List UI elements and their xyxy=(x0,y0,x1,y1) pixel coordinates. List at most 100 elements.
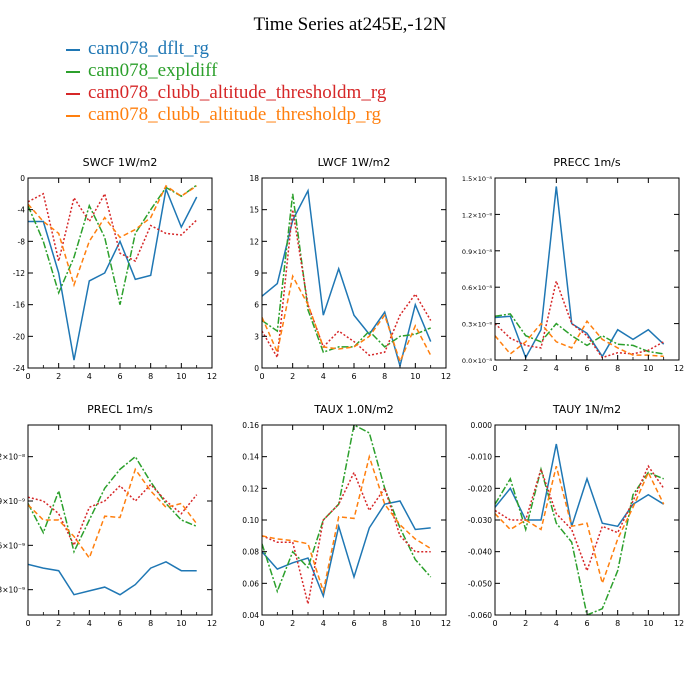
x-tick-label: 6 xyxy=(584,619,589,628)
y-tick-label: 6×10⁻⁹ xyxy=(0,541,25,550)
x-tick-label: 8 xyxy=(382,372,387,381)
figure-title: Time Series at245E,-12N xyxy=(253,14,447,35)
x-tick-label: 4 xyxy=(554,619,559,628)
y-tick-label: 0.16 xyxy=(242,421,259,430)
series-line xyxy=(495,464,665,573)
series-group xyxy=(495,186,665,360)
series-line xyxy=(495,186,665,360)
y-tick-label: 12 xyxy=(249,237,259,246)
y-tick-label: 3 xyxy=(254,332,259,341)
x-tick-label: 10 xyxy=(643,364,653,373)
legend-swatch xyxy=(66,92,80,95)
panel-title: PRECC 1m/s xyxy=(553,156,621,169)
chart-panel: SWCF 1W/m2 0 2 4 6 8 10 12 -24 -20 -16 -12 -8 -4 0 xyxy=(13,156,217,381)
x-tick-label: 8 xyxy=(615,619,620,628)
legend-item: cam078_clubb_altitude_thresholdm_rg xyxy=(66,82,386,104)
y-tick-label: -16 xyxy=(13,301,25,310)
series-group xyxy=(262,425,432,605)
series-line xyxy=(28,184,198,305)
y-tick-label: 9 xyxy=(254,269,259,278)
y-tick-label: -0.020 xyxy=(468,484,492,493)
y-tick-label: 0.04 xyxy=(242,611,259,620)
x-tick-label: 0 xyxy=(259,619,264,628)
y-tick-label: 0.10 xyxy=(242,516,259,525)
y-tick-label: -0.040 xyxy=(468,548,492,557)
series-line xyxy=(262,500,431,599)
y-tick-label: 0.06 xyxy=(242,579,259,588)
plot-frame xyxy=(27,177,213,369)
x-tick-label: 12 xyxy=(441,619,451,628)
series-group xyxy=(28,184,198,361)
x-tick-label: 6 xyxy=(117,372,122,381)
y-tick-label: 0.9×10⁻⁸ xyxy=(462,248,492,256)
panel-title: TAUY 1N/m2 xyxy=(552,403,621,416)
y-tick-label: -0.060 xyxy=(468,611,492,620)
y-tick-label: 3×10⁻⁹ xyxy=(0,586,25,595)
x-tick-label: 0 xyxy=(25,619,30,628)
series-line xyxy=(28,186,198,361)
x-tick-label: 12 xyxy=(441,372,451,381)
legend-label: cam078_expldiff xyxy=(88,60,218,81)
x-tick-label: 2 xyxy=(523,619,528,628)
chart-panel: LWCF 1W/m2 0 2 4 6 8 10 12 0 3 6 9 12 15 18 xyxy=(249,156,451,381)
x-tick-label: 6 xyxy=(351,619,356,628)
series-line xyxy=(28,467,198,560)
y-tick-label: -4 xyxy=(18,206,26,215)
y-tick-label: 0.08 xyxy=(242,548,259,557)
x-tick-label: 8 xyxy=(148,372,153,381)
x-tick-label: 0 xyxy=(492,364,497,373)
y-tick-label: -8 xyxy=(18,237,26,246)
x-tick-label: 2 xyxy=(56,372,61,381)
y-tick-label: -20 xyxy=(13,332,25,341)
y-tick-label: 1.5×10⁻⁸ xyxy=(462,175,492,183)
x-tick-label: 0 xyxy=(492,619,497,628)
x-tick-label: 10 xyxy=(176,619,186,628)
y-tick-label: 15 xyxy=(249,206,259,215)
plot-frame xyxy=(261,177,447,369)
x-tick-label: 6 xyxy=(584,364,589,373)
legend-item: cam078_clubb_altitude_thresholdp_rg xyxy=(66,104,386,126)
x-tick-label: 12 xyxy=(674,364,684,373)
x-tick-label: 4 xyxy=(321,372,326,381)
x-tick-label: 10 xyxy=(410,372,420,381)
series-line xyxy=(262,188,432,368)
y-tick-label: 0.3×10⁻⁸ xyxy=(462,321,492,329)
series-line xyxy=(262,453,432,595)
x-tick-label: 6 xyxy=(351,372,356,381)
y-tick-label: 0.0×10⁻⁸ xyxy=(462,357,492,365)
legend-item: cam078_dflt_rg xyxy=(66,38,386,60)
series-line xyxy=(28,455,197,554)
y-tick-label: 0.000 xyxy=(471,421,493,430)
series-line xyxy=(495,319,664,358)
chart-panel: TAUY 1N/m2 0 2 4 6 8 10 12 -0.060 -0.050 -0.040 -0.… xyxy=(468,403,684,628)
x-tick-label: 0 xyxy=(259,372,264,381)
legend-swatch xyxy=(66,48,80,51)
panel-title: SWCF 1W/m2 xyxy=(83,156,158,169)
x-tick-label: 2 xyxy=(56,619,61,628)
x-tick-label: 4 xyxy=(554,364,559,373)
y-tick-label: 1.2×10⁻⁸ xyxy=(462,211,492,219)
x-tick-label: 8 xyxy=(382,619,387,628)
x-tick-label: 4 xyxy=(87,372,92,381)
x-tick-label: 12 xyxy=(207,372,217,381)
series-group xyxy=(262,188,432,368)
y-tick-label: 2×10⁻⁸ xyxy=(0,453,25,462)
legend-item: cam078_expldiff xyxy=(66,60,386,82)
series-line xyxy=(495,466,664,615)
series-line xyxy=(495,443,665,528)
panel-title: LWCF 1W/m2 xyxy=(318,156,391,169)
x-tick-label: 12 xyxy=(207,619,217,628)
legend-swatch xyxy=(66,114,80,117)
x-tick-label: 2 xyxy=(290,619,295,628)
series-group xyxy=(28,455,198,596)
y-tick-label: -0.030 xyxy=(468,516,492,525)
legend-swatch xyxy=(66,70,80,73)
x-tick-label: 10 xyxy=(176,372,186,381)
series-line xyxy=(28,483,198,548)
x-tick-label: 2 xyxy=(523,364,528,373)
panel-title: PRECL 1m/s xyxy=(87,403,153,416)
series-line xyxy=(262,425,432,594)
x-tick-label: 6 xyxy=(117,619,122,628)
series-line xyxy=(262,193,431,354)
